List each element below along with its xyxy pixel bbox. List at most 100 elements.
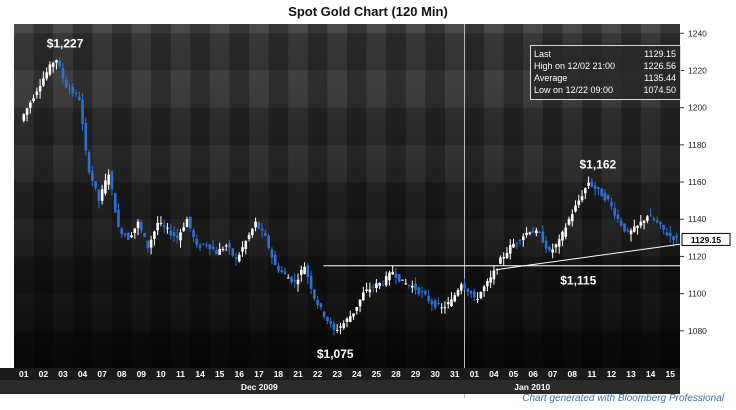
support-lines: [323, 242, 686, 270]
candle-body: [104, 180, 107, 194]
candle-body: [348, 316, 352, 322]
candle-body: [508, 245, 512, 254]
candle-body: [146, 240, 150, 249]
day-stripe: [347, 24, 367, 368]
x-tick-label: 08: [568, 369, 578, 379]
chart-background: [14, 24, 680, 368]
y-tick-label: 1180: [688, 140, 707, 150]
candle-body: [296, 279, 300, 285]
candle-body: [535, 230, 538, 234]
day-stripe: [542, 24, 563, 368]
candle-body: [166, 227, 169, 229]
candle-body: [492, 270, 496, 280]
candle-body: [231, 248, 235, 256]
x-tick-label: 03: [58, 369, 68, 379]
day-stripe: [229, 24, 250, 368]
x-tick-label: 15: [665, 369, 675, 379]
candle-body: [551, 249, 554, 253]
candle-body: [397, 274, 401, 282]
candle-body: [574, 205, 577, 212]
candle-body: [443, 307, 447, 309]
candle-body: [74, 92, 78, 94]
x-tick-label: 02: [39, 369, 49, 379]
candle-body: [538, 232, 541, 234]
candle-body: [450, 299, 453, 307]
chart-credit: Chart generated with Bloomberg Professio…: [522, 393, 724, 404]
candle-body: [202, 243, 205, 245]
candle-body: [221, 248, 225, 251]
candle-body: [668, 232, 672, 236]
candle-body: [440, 307, 443, 309]
candle-body: [417, 287, 421, 294]
x-tick-label: 08: [117, 369, 127, 379]
candle-body: [290, 276, 293, 283]
candle-body: [35, 91, 39, 95]
candle-body: [544, 240, 548, 249]
candle-body: [32, 98, 35, 102]
candle-body: [179, 232, 182, 241]
y-tick-label: 1140: [688, 214, 707, 224]
candle-body: [593, 185, 597, 189]
candle-body: [590, 181, 594, 187]
x-tick-label: 11: [587, 369, 596, 379]
stat-average-label: Average: [534, 73, 568, 83]
candle-body: [195, 238, 199, 245]
candle-body: [45, 72, 48, 79]
candle-body: [25, 108, 29, 115]
candle-body: [234, 257, 238, 259]
candle-body: [502, 257, 506, 259]
candle-body: [665, 232, 669, 236]
x-tick-label: 29: [411, 369, 421, 379]
annotation-secondary-high: $1,162: [580, 157, 617, 171]
day-stripe: [268, 24, 289, 368]
candle-body: [486, 281, 489, 287]
candle-body: [182, 227, 186, 231]
candle-body: [51, 62, 55, 67]
candle-body: [303, 266, 306, 274]
x-tick-label: 04: [78, 369, 88, 379]
day-stripe: [33, 24, 54, 368]
candle-body: [247, 234, 251, 239]
candle-body: [299, 269, 303, 275]
candle-body: [123, 234, 127, 236]
candle-body: [329, 321, 332, 324]
candle-body: [410, 285, 414, 288]
candle-body: [570, 214, 574, 222]
candle-body: [407, 285, 411, 287]
candle-body: [117, 209, 120, 227]
candle-body: [264, 233, 267, 236]
y-tick-label: 1120: [688, 251, 707, 261]
x-axis-strip: [0, 368, 680, 380]
x-tick-label: 23: [332, 369, 342, 379]
candle-body: [211, 246, 215, 250]
candle-body: [130, 235, 133, 238]
candle-body: [71, 86, 75, 94]
day-stripe: [111, 24, 132, 368]
candle-body: [309, 275, 313, 289]
x-tick-label: 11: [176, 369, 185, 379]
candle-body: [420, 291, 424, 293]
candle-body: [505, 253, 509, 259]
candle-body: [58, 60, 62, 67]
y-tick-label: 1240: [688, 28, 707, 38]
horizontal-band: [14, 256, 680, 294]
horizontal-band: [14, 330, 680, 368]
candle-body: [489, 277, 492, 283]
candle-body: [64, 79, 68, 88]
candle-body: [153, 231, 156, 239]
candle-body: [198, 245, 202, 248]
candle-body: [456, 290, 460, 296]
candle-body: [639, 221, 643, 226]
candle-body: [606, 195, 610, 200]
candle-body: [140, 221, 143, 231]
candle-body: [613, 208, 617, 216]
x-tick-label: 12: [607, 369, 617, 379]
candle-body: [554, 244, 558, 248]
x-tick-label: 31: [450, 369, 460, 379]
day-stripe: [503, 24, 524, 368]
x-tick-label: 01: [19, 369, 29, 379]
candle-body: [270, 249, 274, 258]
candles-layer: [22, 57, 679, 336]
y-tick-label: 1100: [688, 289, 707, 299]
candle-body: [603, 192, 607, 201]
